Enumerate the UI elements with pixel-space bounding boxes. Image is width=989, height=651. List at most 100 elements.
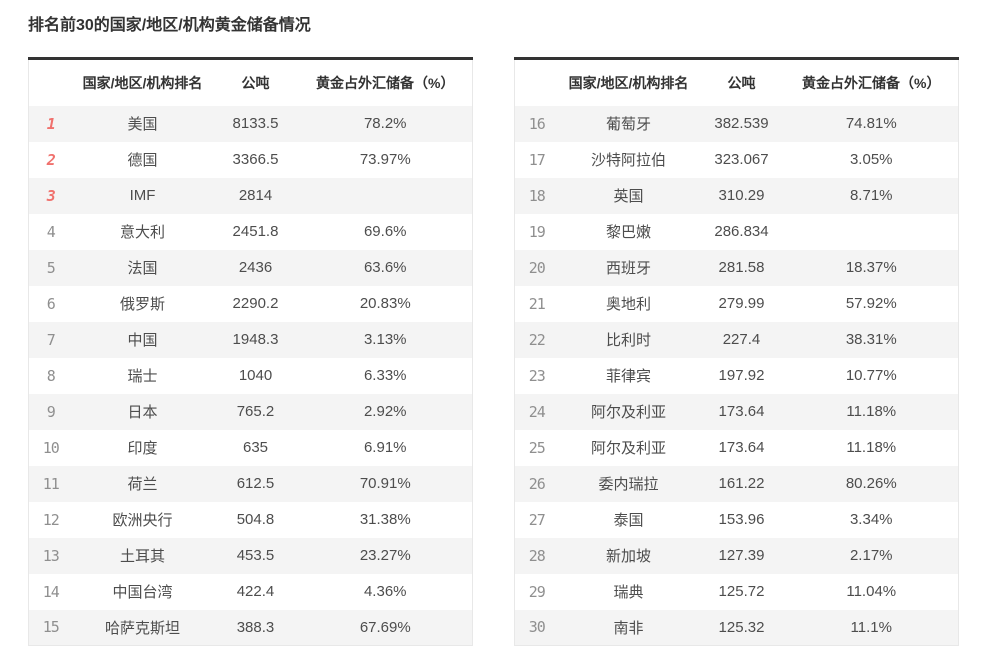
cell-name: 哈萨克斯坦: [104, 619, 180, 637]
cell-tonnes: 281.58: [718, 259, 765, 276]
cell-tonnes: 382.539: [714, 115, 769, 132]
table-row: 19 黎巴嫩 286.834: [514, 213, 959, 250]
table-header: 国家/地区/机构排名 公吨 黄金占外汇储备（%）: [514, 58, 959, 106]
cell-rank: 9: [46, 402, 56, 421]
cell-name: 意大利: [119, 224, 165, 241]
table-row: 28 新加坡 127.39 2.17%: [514, 537, 959, 574]
cell-rank: 11: [42, 474, 60, 493]
table-row: 15 哈萨克斯坦 388.3 67.69%: [28, 609, 473, 646]
cell-pct: [299, 178, 473, 214]
table-row: 26 委内瑞拉 161.22 80.26%: [514, 465, 959, 502]
cell-pct: 10.77%: [845, 367, 897, 384]
cell-name: 美国: [127, 116, 158, 133]
table-row: 20 西班牙 281.58 18.37%: [514, 249, 959, 286]
cell-name: 委内瑞拉: [598, 476, 659, 493]
cell-tonnes: 3366.5: [232, 151, 279, 168]
cell-rank: 6: [46, 294, 56, 313]
cell-rank: 7: [46, 330, 56, 349]
cell-rank: 23: [528, 366, 546, 385]
cell-tonnes: 153.96: [718, 511, 765, 528]
cell-name: 葡萄牙: [605, 116, 651, 133]
cell-pct: 4.36%: [363, 583, 407, 600]
cell-pct: 73.97%: [359, 151, 411, 168]
table-row: 10 印度 635 6.91%: [28, 429, 473, 466]
cell-tonnes: 125.32: [718, 618, 765, 636]
cell-tonnes: 2436: [238, 259, 273, 276]
cell-tonnes: 227.4: [722, 331, 761, 348]
table-header: 国家/地区/机构排名 公吨 黄金占外汇储备（%）: [28, 58, 473, 106]
cell-pct: 80.26%: [845, 475, 897, 492]
cell-tonnes: 173.64: [718, 403, 765, 420]
cell-name: 沙特阿拉伯: [590, 152, 666, 169]
table-row: 16 葡萄牙 382.539 74.81%: [514, 105, 959, 142]
cell-rank: 21: [528, 294, 546, 313]
cell-name: 泰国: [613, 512, 644, 529]
table-row: 9 日本 765.2 2.92%: [28, 393, 473, 430]
table-row: 22 比利时 227.4 38.31%: [514, 321, 959, 358]
cell-tonnes: 422.4: [236, 583, 275, 600]
cell-tonnes: 310.29: [718, 187, 765, 204]
cell-name: 印度: [127, 440, 158, 457]
cell-pct: 3.05%: [849, 151, 893, 168]
cell-rank: 29: [528, 582, 546, 601]
cell-tonnes: 453.5: [236, 547, 275, 564]
table-row: 17 沙特阿拉伯 323.067 3.05%: [514, 141, 959, 178]
table-row: 30 南非 125.32 11.1%: [514, 609, 959, 646]
cell-pct: 11.18%: [846, 403, 897, 420]
table-row: 25 阿尔及利亚 173.64 11.18%: [514, 429, 959, 466]
cell-rank: 19: [528, 222, 546, 241]
cell-name: 土耳其: [119, 548, 165, 565]
cell-pct: 11.1%: [850, 618, 892, 636]
cell-tonnes: 173.64: [718, 439, 765, 456]
header-rank: [514, 58, 559, 106]
cell-pct: 20.83%: [359, 295, 411, 312]
cell-tonnes: 504.8: [236, 511, 275, 528]
cell-name: 日本: [127, 404, 158, 421]
cell-rank: 1: [46, 114, 56, 133]
cell-name: 菲律宾: [605, 368, 651, 385]
cell-rank: 2: [46, 150, 56, 169]
cell-pct: [785, 214, 959, 250]
cell-tonnes: 612.5: [236, 475, 275, 492]
cell-tonnes: 279.99: [718, 295, 765, 312]
cell-rank: 22: [528, 330, 546, 349]
cell-rank: 18: [528, 186, 546, 205]
cell-rank: 17: [528, 150, 546, 169]
cell-name: 俄罗斯: [119, 296, 165, 313]
gold-reserve-table-right: 国家/地区/机构排名 公吨 黄金占外汇储备（%） 16 葡萄牙 382.539 74.…: [514, 57, 959, 646]
cell-pct: 57.92%: [845, 295, 897, 312]
table-row: 29 瑞典 125.72 11.04%: [514, 573, 959, 610]
cell-name: 阿尔及利亚: [590, 404, 666, 421]
cell-name: 瑞典: [613, 584, 644, 601]
cell-name: 黎巴嫩: [605, 224, 651, 241]
cell-name: 英国: [613, 188, 644, 205]
cell-name: IMF: [129, 187, 156, 204]
cell-tonnes: 125.72: [718, 583, 765, 600]
cell-rank: 3: [46, 186, 56, 205]
cell-pct: 6.91%: [363, 439, 407, 456]
table-row: 24 阿尔及利亚 173.64 11.18%: [514, 393, 959, 430]
header-country: 国家/地区/机构排名: [558, 58, 699, 106]
cell-name: 中国: [127, 332, 158, 349]
header-country: 国家/地区/机构排名: [72, 58, 213, 106]
table-body: 1 美国 8133.5 78.2% 2 德国 3366.5 73.97% 3 IMF 2814 4 意大…: [28, 105, 473, 646]
cell-rank: 20: [528, 258, 546, 277]
cell-pct: 11.18%: [846, 439, 897, 456]
cell-tonnes: 127.39: [718, 547, 765, 564]
cell-tonnes: 197.92: [718, 367, 765, 384]
table-row: 7 中国 1948.3 3.13%: [28, 321, 473, 358]
table-row: 5 法国 2436 63.6%: [28, 249, 473, 286]
table-row: 14 中国台湾 422.4 4.36%: [28, 573, 473, 610]
page-title: 排名前30的国家/地区/机构黄金储备情况: [28, 17, 311, 34]
header-tonnes: 公吨: [212, 58, 299, 106]
table-row: 27 泰国 153.96 3.34%: [514, 501, 959, 538]
cell-rank: 28: [528, 546, 546, 565]
cell-pct: 63.6%: [363, 259, 407, 276]
cell-tonnes: 286.834: [714, 223, 769, 240]
cell-rank: 8: [46, 366, 56, 385]
cell-pct: 8.71%: [849, 187, 893, 204]
cell-name: 德国: [127, 152, 158, 169]
table-row: 8 瑞士 1040 6.33%: [28, 357, 473, 394]
cell-rank: 5: [46, 258, 56, 277]
cell-pct: 2.17%: [849, 547, 893, 564]
